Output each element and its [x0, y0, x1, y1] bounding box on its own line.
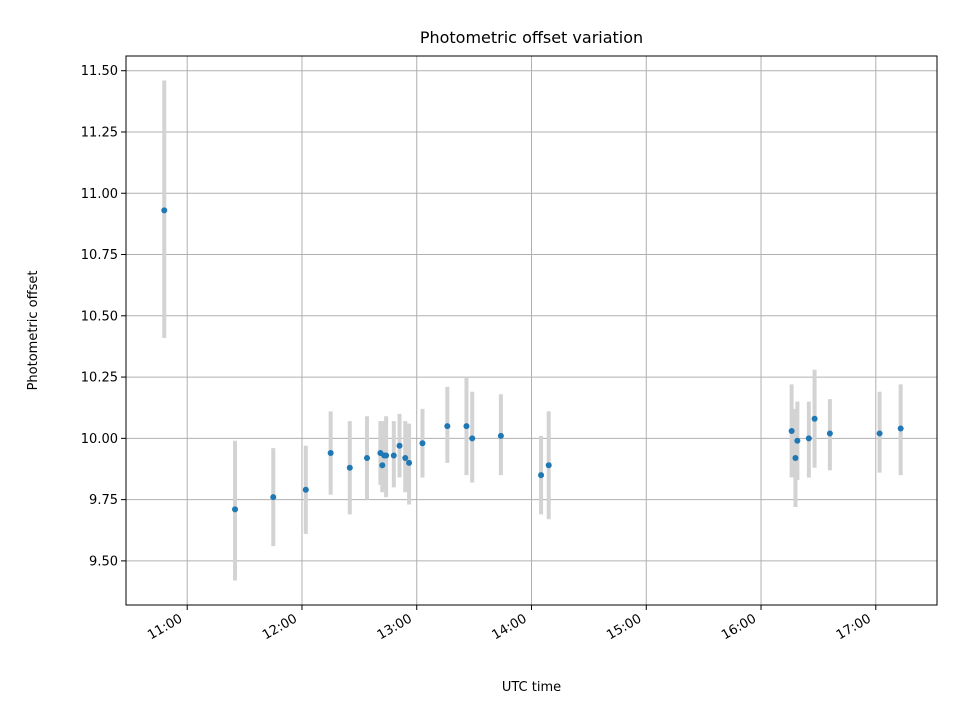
y-tick-label: 11.00 [81, 187, 118, 202]
data-point [538, 472, 545, 479]
y-tick-label: 11.50 [81, 64, 118, 79]
data-point [545, 462, 552, 469]
data-point [469, 435, 476, 442]
data-point [897, 425, 904, 432]
data-point [346, 464, 353, 471]
x-axis-label: UTC time [502, 680, 561, 695]
y-tick-label: 11.25 [81, 125, 118, 140]
data-point [390, 452, 397, 459]
y-axis-ticks: 9.50 9.75 10.00 10.25 10.50 10.75 11.00 11.25 11… [81, 64, 126, 569]
chart-title: Photometric offset variation [420, 28, 643, 47]
data-point [270, 494, 277, 501]
y-tick-label: 10.50 [81, 309, 118, 324]
data-point [419, 440, 426, 447]
data-point [444, 423, 451, 430]
data-point [302, 486, 309, 493]
grid [126, 56, 937, 605]
data-point [383, 452, 390, 459]
data-point [406, 459, 413, 466]
y-tick-label: 10.00 [81, 432, 118, 447]
data-point [788, 427, 795, 434]
data-point [463, 423, 470, 430]
data-point [794, 437, 801, 444]
data-point [364, 454, 371, 461]
data-point [826, 430, 833, 437]
y-tick-label: 9.75 [89, 493, 118, 508]
data-point [811, 415, 818, 422]
data-point [396, 442, 403, 449]
y-tick-label: 10.25 [81, 371, 118, 386]
y-axis-label: Photometric offset [26, 271, 41, 391]
data-point [402, 454, 409, 461]
data-point [876, 430, 883, 437]
data-point [805, 435, 812, 442]
data-point [327, 450, 334, 457]
y-tick-label: 10.75 [81, 248, 118, 263]
y-tick-label: 9.50 [89, 554, 118, 569]
data-point [792, 454, 799, 461]
data-point [497, 432, 504, 439]
data-point [232, 506, 239, 513]
data-points [161, 207, 904, 513]
data-point [161, 207, 168, 214]
data-point [379, 462, 386, 469]
